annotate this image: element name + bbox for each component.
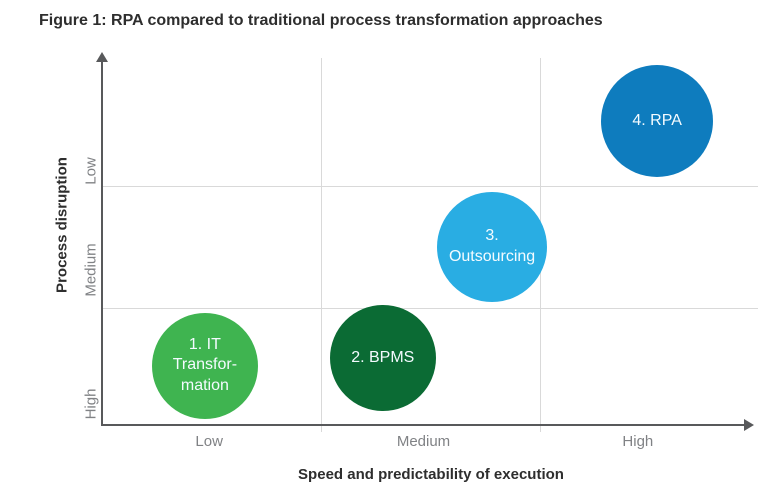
bubble-label: 3. Outsourcing [448,227,536,266]
bubble-label: 2. BPMS [351,349,415,367]
x-tick-label-medium: Medium [396,433,451,450]
y-tick-label-high: High [82,388,100,420]
y-axis-arrow-icon [96,52,108,62]
x-tick-label-low: Low [195,433,223,450]
bubble-label: 1. IT Transfor- mation [172,335,238,395]
bubble-it-transformation: 1. IT Transfor- mation [151,312,258,419]
x-axis-title: Speed and predictability of execution [298,466,564,483]
y-tick-label-low: Low [82,157,100,185]
y-axis-title: Process disruption [53,157,71,293]
y-tick-label-medium: Medium [82,243,100,297]
gridline-horizontal-lower [102,308,758,309]
y-axis-line [101,60,103,425]
x-axis-line [101,424,746,426]
gridline-horizontal-upper [102,186,758,187]
bubble-outsourcing: 3. Outsourcing [437,192,548,303]
x-axis-arrow-icon [744,419,754,431]
bubble-rpa: 4. RPA [601,65,714,178]
bubble-label: 4. RPA [632,111,682,129]
figure-title: Figure 1: RPA compared to traditional pr… [39,12,603,29]
gridline-vertical-left [321,58,322,432]
x-tick-label-high: High [622,433,654,450]
bubble-bpms: 2. BPMS [329,305,436,412]
